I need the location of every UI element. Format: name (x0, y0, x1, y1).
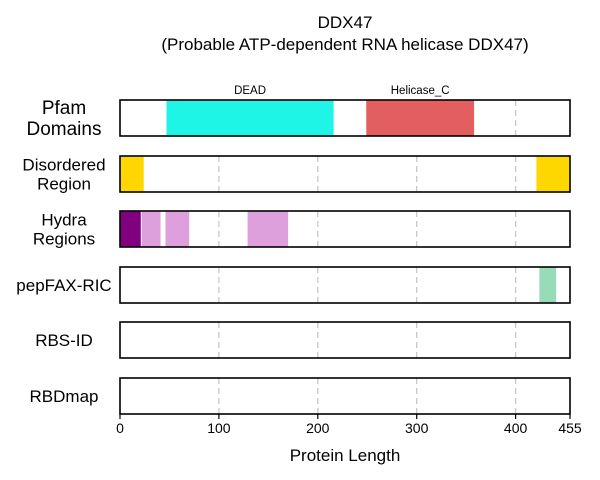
track-rows: DEAD Helicase_CPfamDomainsDisorderedRegio… (16, 85, 571, 415)
track-background (120, 378, 570, 414)
track-border (119, 155, 571, 193)
track-border (119, 210, 571, 248)
track-row: RBDmap (30, 377, 571, 415)
track-border (119, 377, 571, 415)
row-label: RBDmap (30, 387, 99, 406)
x-tick-label: 300 (405, 420, 429, 436)
row-label: Pfam (42, 98, 86, 119)
segment-label: Helicase_C (391, 85, 450, 97)
x-tick-label: 400 (504, 420, 528, 436)
track-border (119, 99, 571, 137)
track-background (120, 211, 570, 247)
track-border (119, 266, 571, 304)
track-background (120, 267, 570, 303)
row-label: Hydra (41, 210, 87, 229)
x-tick-label: 455 (558, 420, 582, 436)
row-label: RBS-ID (35, 331, 93, 350)
x-axis-label: Protein Length (290, 446, 401, 465)
segment-bar (120, 156, 144, 192)
chart-title-line1: DDX47 (318, 13, 373, 32)
x-tick-label: 100 (207, 420, 231, 436)
segment-bar (366, 100, 475, 136)
segment-bar (165, 211, 190, 247)
row-label: Domains (27, 119, 102, 140)
segment-bar (141, 211, 161, 247)
segment-bar (247, 211, 289, 247)
track-background (120, 322, 570, 358)
segment-bar (166, 100, 334, 136)
segment-bar (120, 211, 141, 247)
track-row: pepFAX-RIC (16, 266, 571, 304)
segment-bar (536, 156, 570, 192)
track-row: RBS-ID (35, 321, 571, 359)
chart-title-line2: (Probable ATP-dependent RNA helicase DDX… (161, 35, 528, 54)
row-label: pepFAX-RIC (16, 276, 111, 295)
segment-label: DEAD (234, 85, 266, 97)
x-tick-label: 0 (116, 420, 124, 436)
x-axis: 0 100 200 300 400 455 (116, 414, 582, 436)
track-border (119, 321, 571, 359)
row-label: Disordered (22, 155, 105, 174)
row-label: Regions (33, 229, 95, 248)
segment-bar (539, 267, 557, 303)
x-tick-label: 200 (306, 420, 330, 436)
track-background (120, 156, 570, 192)
row-label: Region (37, 174, 91, 193)
